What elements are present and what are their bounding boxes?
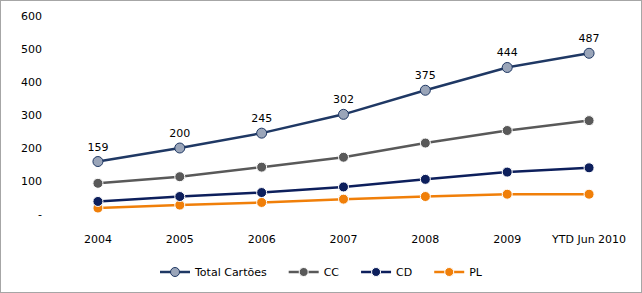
x-tick-label: 2004 [84,233,112,246]
series-marker [93,157,103,167]
y-tick-label: - [38,208,42,221]
x-tick-label: YTD Jun 2010 [551,233,626,246]
series-marker [257,197,267,207]
series [93,116,594,189]
series-marker [257,162,267,172]
series-marker [420,138,430,148]
series-marker [93,196,103,206]
data-label: 302 [333,93,354,106]
legend: Total Cartões CC CD PL [160,266,483,279]
data-labels: 159 200 245 302 375 444 487 [87,32,599,153]
legend-marker [299,268,308,277]
data-label: 444 [497,46,518,59]
x-tick-label: 2006 [248,233,276,246]
data-label: 200 [169,127,190,140]
legend-marker [445,268,454,277]
legend-label: Total Cartões [194,266,267,279]
legend-label: PL [469,266,483,279]
x-axis: 2004 2005 2006 2007 2008 2009 YTD Jun 2010 [84,233,626,246]
series-marker [584,163,594,173]
y-tick-label: 600 [21,10,42,23]
x-tick-label: 2005 [166,233,194,246]
chart-svg: -100200300400500600200420052006200720082… [0,0,642,293]
series-line [98,53,589,161]
legend-marker [372,268,381,277]
legend-item: Total Cartões [160,266,267,279]
y-axis: - 100 200 300 400 500 600 [21,10,42,221]
series-marker [584,116,594,126]
series-marker [420,174,430,184]
chart-container: -100200300400500600200420052006200720082… [0,0,642,293]
series-marker [502,167,512,177]
chart-border [1,1,642,293]
series-marker [502,62,512,72]
series-marker [257,128,267,138]
series-marker [175,172,185,182]
series-marker [93,178,103,188]
series-marker [339,109,349,119]
x-tick-label: 2008 [411,233,439,246]
y-tick-label: 300 [21,109,42,122]
series-marker [257,188,267,198]
legend-item: CD [361,266,412,279]
series [93,48,594,166]
legend-label: CC [324,266,340,279]
x-tick-label: 2007 [330,233,358,246]
data-label: 487 [579,32,600,45]
series-marker [420,85,430,95]
plot-area [93,48,594,213]
series-marker [502,189,512,199]
y-tick-label: 100 [21,175,42,188]
series-marker [584,189,594,199]
series-marker [420,192,430,202]
series-marker [339,194,349,204]
data-label: 375 [415,69,436,82]
data-label: 245 [251,112,272,125]
y-tick-label: 400 [21,76,42,89]
series-marker [175,192,185,202]
legend-marker [171,268,180,277]
series-marker [502,126,512,136]
series [93,189,594,213]
series-line [98,121,589,184]
series-marker [339,182,349,192]
series-line [98,168,589,202]
series-marker [175,143,185,153]
series-marker [339,152,349,162]
y-tick-label: 500 [21,43,42,56]
y-tick-label: 200 [21,142,42,155]
x-tick-label: 2009 [493,233,521,246]
legend-item: PL [434,266,483,279]
legend-label: CD [396,266,412,279]
data-label: 159 [87,141,108,154]
series [93,163,594,207]
legend-item: CC [289,266,340,279]
series-marker [584,48,594,58]
